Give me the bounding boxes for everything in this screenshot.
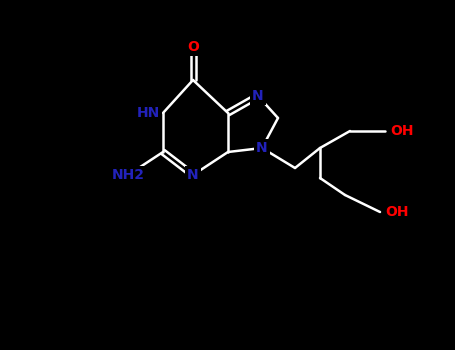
Text: N: N [252, 89, 264, 103]
Text: OH: OH [390, 124, 414, 138]
Text: HN: HN [137, 106, 160, 120]
Text: OH: OH [385, 205, 409, 219]
Text: N: N [187, 168, 199, 182]
Text: NH2: NH2 [111, 168, 145, 182]
Text: O: O [187, 40, 199, 54]
Text: N: N [256, 141, 268, 155]
